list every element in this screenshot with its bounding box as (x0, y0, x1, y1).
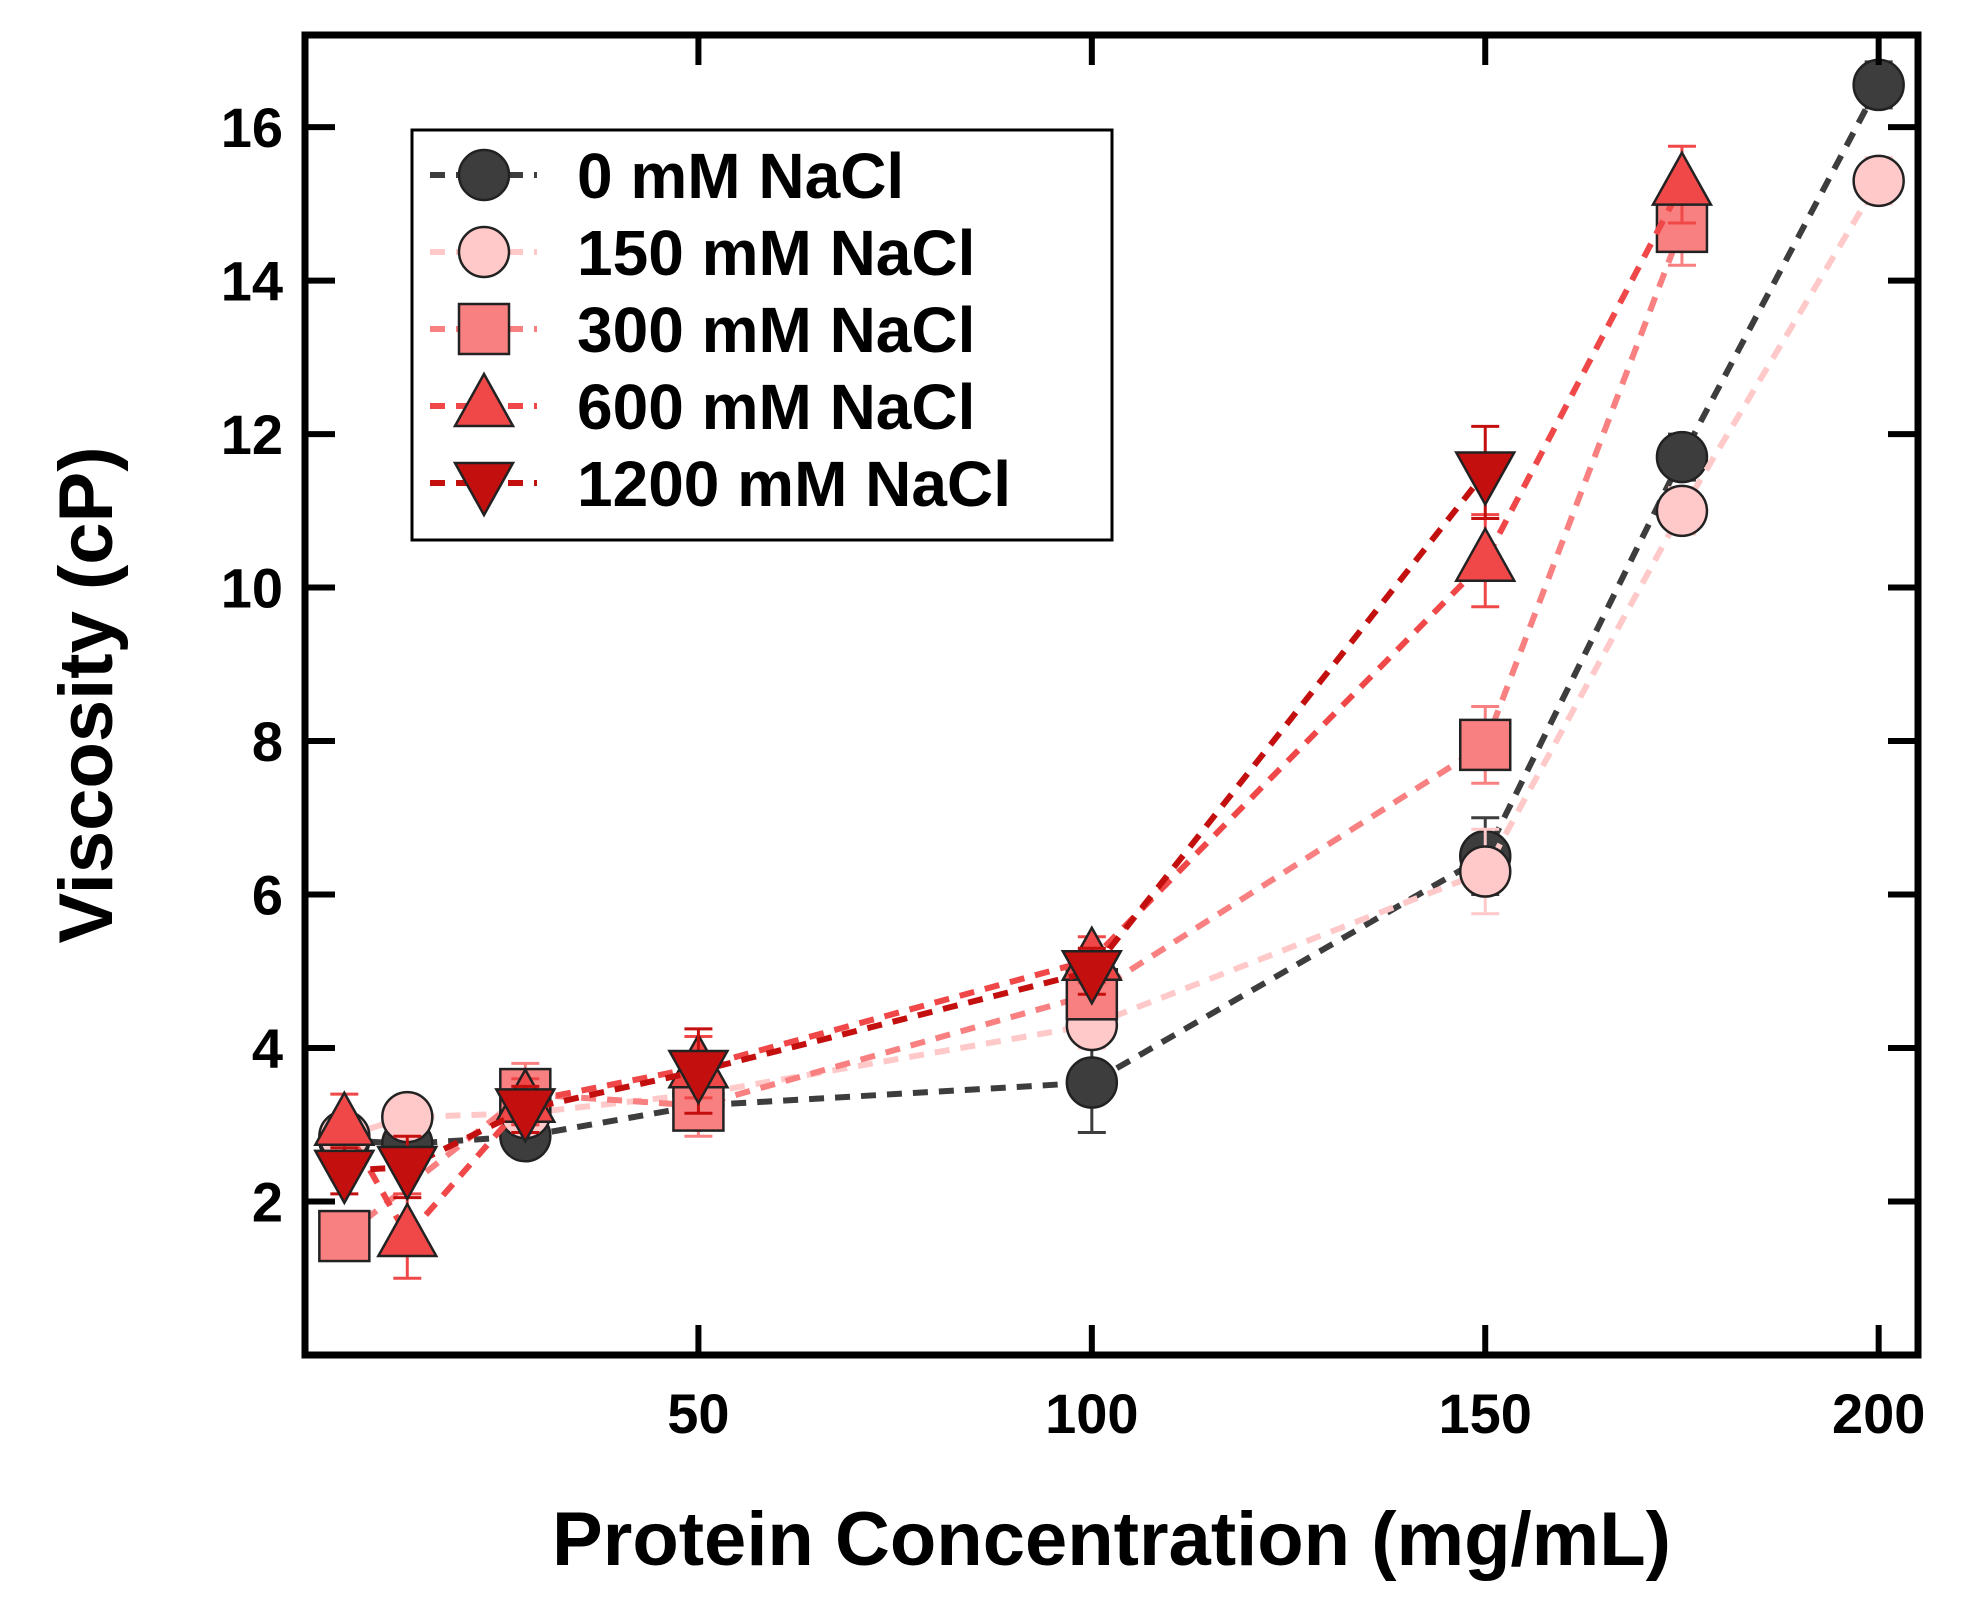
y-tick-label: 8 (252, 710, 283, 773)
legend-entry: 1200 mM NaCl (430, 448, 1011, 520)
y-tick-label: 4 (252, 1017, 283, 1080)
x-tick-label: 200 (1832, 1382, 1925, 1445)
data-point (376, 1201, 439, 1258)
data-point (1650, 150, 1714, 206)
y-tick-label: 14 (221, 250, 283, 313)
data-layer (313, 58, 1905, 1280)
legend-marker (457, 302, 511, 356)
y-tick-label: 12 (221, 403, 283, 466)
data-point (1458, 845, 1512, 898)
data-point (318, 1209, 371, 1263)
data-point (494, 1088, 557, 1144)
legend-label: 300 mM NaCl (577, 294, 975, 366)
data-point (1852, 58, 1905, 112)
y-tick-label: 6 (252, 864, 283, 927)
legend-marker (457, 148, 511, 202)
x-tick-label: 50 (667, 1382, 729, 1445)
legend-entry: 150 mM NaCl (430, 217, 975, 289)
data-point (1655, 484, 1709, 538)
data-point (1458, 718, 1512, 772)
legend-label: 600 mM NaCl (577, 371, 975, 443)
series-line (342, 225, 1685, 1239)
data-point (667, 1049, 730, 1106)
legend-box (410, 128, 1114, 542)
y-axis-title: Viscosity (cP) (44, 446, 129, 943)
legend-marker (452, 371, 516, 428)
x-tick-label: 150 (1439, 1382, 1532, 1445)
data-point (1065, 1056, 1119, 1109)
series-line (344, 470, 1488, 1174)
x-axis-title: Protein Concentration (mg/mL) (552, 1497, 1671, 1582)
data-point (1454, 526, 1517, 582)
legend-entry: 0 mM NaCl (430, 140, 904, 212)
data-point (1852, 154, 1905, 208)
plot-frame (301, 31, 1922, 1359)
legend-entry: 300 mM NaCl (430, 294, 975, 366)
y-tick-label: 16 (221, 96, 283, 159)
legend-marker (452, 461, 516, 518)
y-tick-label: 2 (252, 1171, 283, 1234)
data-point (381, 1090, 434, 1144)
data-point (1655, 430, 1709, 484)
series-4 (313, 424, 1517, 1206)
legend-label: 0 mM NaCl (577, 140, 904, 212)
data-point (1454, 451, 1517, 508)
data-point (1060, 950, 1123, 1006)
data-point (376, 1145, 439, 1202)
legend-marker (457, 225, 511, 279)
legend-label: 1200 mM NaCl (577, 448, 1011, 520)
y-tick-label: 10 (221, 557, 283, 620)
legend-label: 150 mM NaCl (577, 217, 975, 289)
legend-entry: 600 mM NaCl (430, 371, 975, 443)
data-point (313, 1090, 376, 1147)
axis-ticks: 50 100 150 200 2 4 6 8 10 12 14 16 (221, 35, 1925, 1445)
data-point (313, 1149, 376, 1206)
x-tick-label: 100 (1045, 1382, 1138, 1445)
